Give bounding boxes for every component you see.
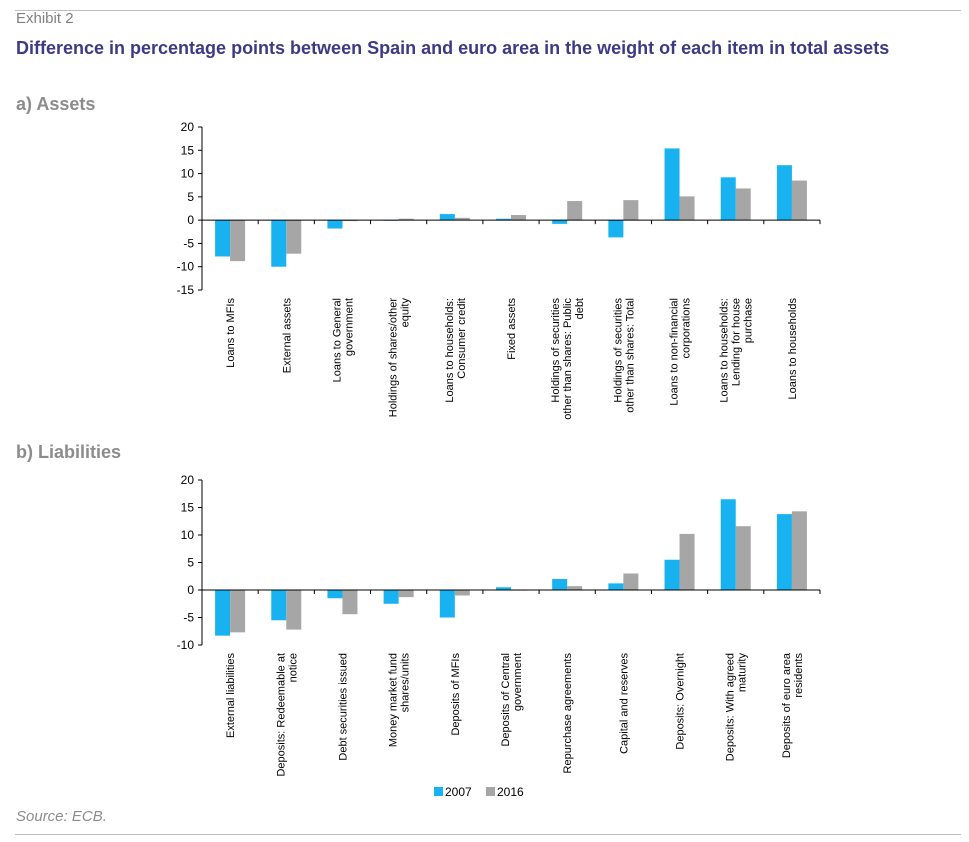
- assets-category-label: Loans to Generalgovernment: [331, 298, 355, 382]
- liabilities-category-label: Deposits of MFIs: [450, 653, 462, 736]
- assets-bar-2016: [286, 220, 302, 254]
- liabilities-bar-2007: [776, 514, 792, 590]
- liabilities-y-tick-label: -10: [177, 638, 195, 652]
- panel-a-title: a) Assets: [16, 94, 96, 114]
- liabilities-category-label: Deposits: With agreedmaturity: [725, 653, 749, 762]
- liabilities-bar-2007: [552, 579, 568, 590]
- assets-bar-2007: [327, 220, 343, 229]
- liabilities-bar-2016: [735, 526, 751, 590]
- liabilities-bar-2016: [454, 590, 470, 596]
- liabilities-bar-2007: [439, 590, 455, 618]
- assets-bar-2016: [454, 217, 470, 221]
- liabilities-bar-2016: [286, 590, 302, 630]
- assets-category-label: Loans to households:Consumer credit: [444, 298, 468, 403]
- assets-category-label: External assets: [281, 298, 293, 374]
- liabilities-bar-2016: [679, 533, 695, 590]
- assets-bar-2007: [496, 218, 511, 221]
- liabilities-category-label: Debt securities issued: [337, 653, 349, 761]
- legend-label-2016: 2016: [497, 785, 524, 799]
- assets-bar-2016: [230, 220, 246, 262]
- chart-title: Difference in percentage points between …: [16, 38, 890, 58]
- liabilities-bar-2007: [383, 590, 399, 604]
- liabilities-y-tick-label: -5: [183, 611, 194, 625]
- liabilities-category-label: Deposits: Redeemable atnotice: [275, 653, 299, 777]
- bottom-rule: [15, 834, 961, 835]
- assets-bar-2007: [664, 148, 680, 221]
- assets-category-label: Loans to non-financialcorporations: [669, 298, 693, 406]
- liabilities-bar-2007: [496, 587, 511, 590]
- assets-bar-2007: [776, 165, 792, 221]
- liabilities-bar-2016: [230, 590, 246, 633]
- liabilities-y-tick-label: 10: [181, 528, 195, 542]
- liabilities-category-label: Deposits of Centralgovernment: [500, 653, 524, 747]
- liabilities-category-label: Capital and reserves: [618, 653, 630, 754]
- liabilities-y-tick-label: 20: [181, 473, 195, 487]
- source-note: Source: ECB.: [16, 808, 107, 825]
- assets-y-tick-label: 10: [181, 167, 195, 181]
- legend-swatch-2016: [486, 787, 495, 796]
- assets-bar-2007: [720, 177, 736, 221]
- liabilities-bar-2007: [271, 590, 287, 621]
- liabilities-bar-2016: [791, 511, 807, 590]
- top-rule: [15, 10, 961, 11]
- assets-category-label: Loans to MFIs: [225, 298, 237, 368]
- assets-bar-2007: [439, 214, 455, 221]
- liabilities-bar-2007: [664, 559, 680, 590]
- assets-bar-2016: [511, 215, 526, 221]
- liabilities-y-tick-label: 5: [187, 556, 194, 570]
- liabilities-y-tick-label: 15: [181, 501, 195, 515]
- assets-y-tick-label: -15: [177, 283, 195, 297]
- assets-y-tick-label: -10: [177, 260, 195, 274]
- assets-category-label: Loans to households: [787, 298, 799, 400]
- assets-y-tick-label: 20: [181, 120, 195, 134]
- panel-b-title: b) Liabilities: [16, 442, 122, 462]
- legend-label-2007: 2007: [445, 785, 472, 799]
- liabilities-bar-2016: [567, 586, 583, 590]
- assets-category-label: Holdings of securitiesother than shares:…: [550, 298, 586, 420]
- liabilities-bar-2016: [623, 573, 639, 590]
- assets-bar-2007: [552, 220, 568, 224]
- assets-bar-2016: [623, 200, 639, 221]
- exhibit-label: Exhibit 2: [16, 10, 74, 27]
- assets-category-label: Holdings of securitiesother than shares:…: [612, 298, 636, 413]
- assets-bar-2016: [567, 201, 583, 221]
- legend-swatch-2007: [434, 787, 443, 796]
- assets-y-tick-label: 5: [187, 190, 194, 204]
- assets-y-tick-label: 15: [181, 143, 195, 157]
- liabilities-category-label: Repurchase agreements: [562, 653, 574, 774]
- liabilities-bar-2007: [608, 583, 624, 590]
- liabilities-bar-2016: [342, 590, 358, 615]
- assets-y-tick-label: -5: [183, 236, 194, 250]
- liabilities-category-label: External liabilities: [225, 653, 237, 738]
- liabilities-y-tick-label: 0: [187, 583, 194, 597]
- assets-bar-2016: [398, 218, 414, 221]
- assets-bar-2007: [608, 220, 624, 238]
- liabilities-category-label: Deposits of euro arearesidents: [781, 652, 805, 758]
- assets-bar-2016: [679, 196, 695, 221]
- assets-bar-2007: [271, 220, 287, 267]
- liabilities-bar-2007: [215, 590, 231, 636]
- liabilities-bar-2016: [398, 590, 414, 598]
- assets-category-label: Holdings of shares/otherequity: [388, 298, 412, 418]
- assets-bar-2016: [735, 188, 751, 221]
- liabilities-bar-2007: [720, 499, 736, 590]
- assets-category-label: Loans to households:Lending for housepur…: [719, 298, 755, 403]
- assets-y-tick-label: 0: [187, 213, 194, 227]
- assets-category-label: Fixed assets: [506, 298, 518, 360]
- assets-bar-2016: [791, 180, 807, 221]
- liabilities-category-label: Deposits: Overnight: [675, 653, 687, 750]
- liabilities-category-label: Money market fundshares/units: [388, 653, 412, 748]
- liabilities-bar-2007: [327, 590, 343, 599]
- assets-bar-2007: [215, 220, 231, 257]
